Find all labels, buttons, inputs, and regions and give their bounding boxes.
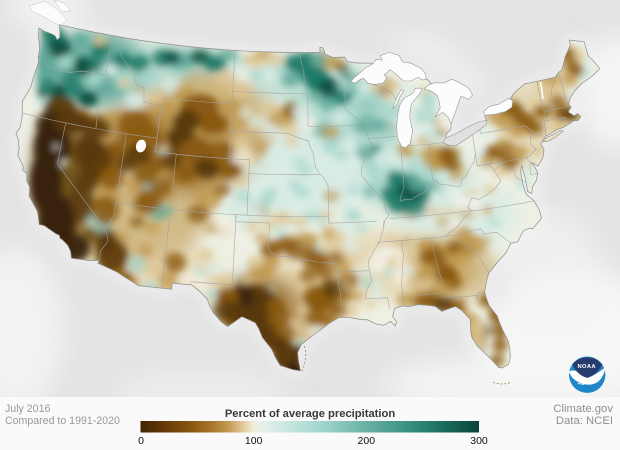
svg-text:NOAA: NOAA [578,364,597,370]
svg-text:Data: NCEI: Data: NCEI [556,415,613,427]
svg-text:Climate.gov: Climate.gov [553,403,613,415]
svg-text:200: 200 [358,435,376,447]
svg-text:Compared to 1991-2020: Compared to 1991-2020 [5,415,120,427]
svg-text:0: 0 [138,435,144,447]
svg-text:Percent of average precipitati: Percent of average precipitation [225,408,396,420]
svg-text:July 2016: July 2016 [5,403,50,415]
svg-text:100: 100 [245,435,263,447]
svg-text:300: 300 [470,435,488,447]
